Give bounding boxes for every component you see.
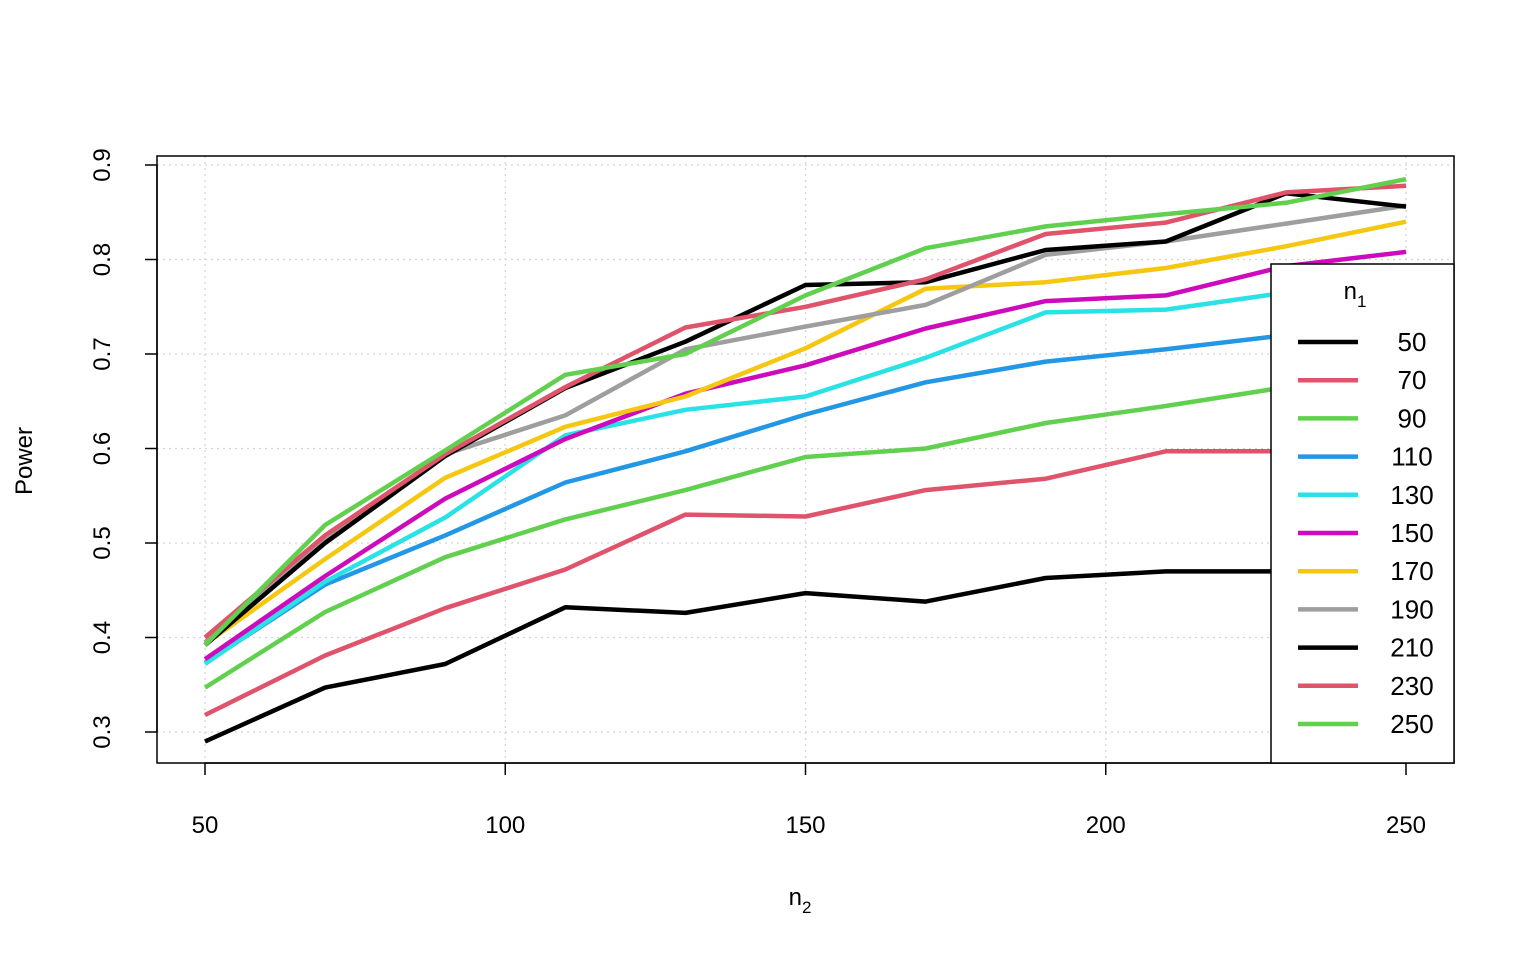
series-line-50 [204,568,1407,744]
y-tick-label: 0.4 [89,621,116,654]
legend-label: 210 [1390,633,1433,663]
axes: 50 100 150 200 250 0.3 0.4 0.5 0.6 0.7 0.8 0.9 [89,148,1426,839]
legend-label: 110 [1391,442,1432,472]
series-line-250 [203,176,1407,647]
x-tick-label: 50 [192,812,219,839]
x-tick-label: 200 [1086,812,1126,839]
legend-label: 190 [1390,594,1433,624]
series-line-210 [203,191,1407,647]
y-tick-label: 0.7 [89,337,116,370]
x-axis-title: n2 [789,884,812,917]
legend-label: 70 [1398,365,1427,395]
y-tick-label: 0.5 [89,526,116,559]
legend-label: 250 [1390,709,1433,739]
x-tick-label: 150 [785,812,825,839]
series-line-70 [204,448,1407,718]
series-line-130 [203,280,1407,666]
series-line-170 [203,219,1407,646]
y-tick-label: 0.8 [89,243,116,276]
legend-box [1270,263,1455,764]
grid [157,156,1454,763]
legend-label: 170 [1390,556,1433,586]
y-tick-label: 0.9 [89,148,116,181]
legend-items: 50 70 90 110 130 150 170 190 210 230 250 [1298,327,1434,739]
legend-title: n1 [1344,278,1367,311]
series-line-110 [203,323,1407,665]
series-line-90 [203,375,1407,690]
series-layer [203,176,1407,744]
x-tick-label: 100 [485,812,525,839]
y-tick-label: 0.3 [89,715,116,748]
x-tick-label: 250 [1386,812,1426,839]
legend-label: 150 [1390,518,1433,548]
legend-label: 90 [1398,403,1427,433]
y-axis-title: Power [11,427,38,495]
series-line-150 [203,249,1407,662]
legend-label: 130 [1390,480,1433,510]
y-tick-label: 0.6 [89,432,116,465]
legend: n1 50 70 90 110 130 150 170 190 210 230 250 [1270,263,1455,764]
legend-label: 50 [1398,327,1427,357]
legend-label: 230 [1390,671,1433,701]
